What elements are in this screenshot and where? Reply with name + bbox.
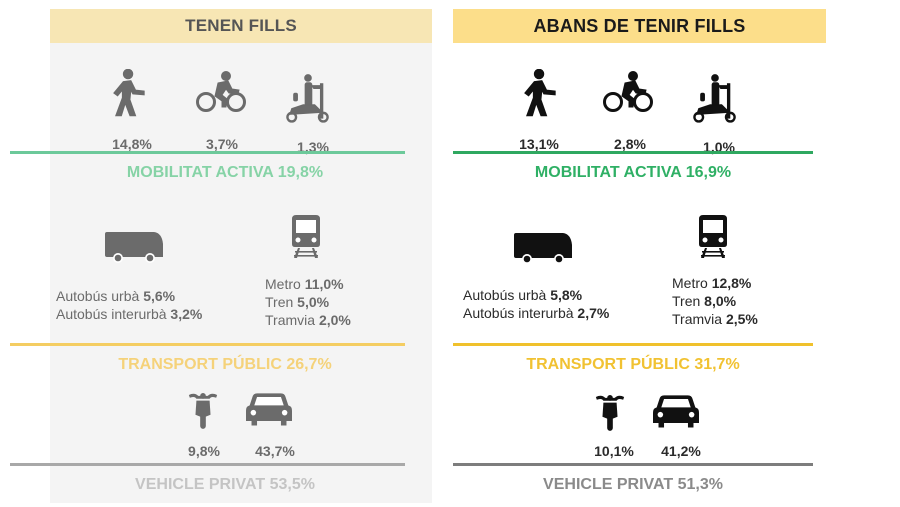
panel-title: ABANS DE TENIR FILLS [453,9,826,43]
public-total: TRANSPORT PÚBLIC 26,7% [118,356,332,373]
scooter-icon [286,73,330,125]
bus-icon [513,231,573,265]
motorcycle-value: 10,1% [594,443,634,459]
bus-list: Autobús urbà 5,6% Autobús interurbà 3,2% [56,288,203,322]
panel-title: TENEN FILLS [50,9,432,43]
private-total: VEHICLE PRIVAT 53,5% [135,476,315,493]
walking-value: 14,8% [112,136,152,152]
panel-before-children: ABANS DE TENIR FILLS 13,1% 2,8% 1,0% MOB… [453,9,826,503]
motorcycle-icon [594,391,626,433]
train-icon [698,214,728,258]
rail-list: Metro 12,8% Tren 8,0% Tramvia 2,5% [672,275,758,327]
public-divider [453,343,813,346]
car-icon [653,392,699,430]
bus-list: Autobús urbà 5,8% Autobús interurbà 2,7% [463,287,610,321]
private-total: VEHICLE PRIVAT 51,3% [543,476,723,493]
walking-value: 13,1% [519,136,559,152]
car-value: 41,2% [661,443,701,459]
bicycle-icon [196,71,246,113]
public-total: TRANSPORT PÚBLIC 31,7% [526,356,740,373]
rail-list: Metro 11,0% Tren 5,0% Tramvia 2,0% [265,276,351,328]
car-icon [246,390,292,428]
public-divider [10,343,405,346]
walking-person-icon [110,69,148,117]
private-divider [453,463,813,466]
train-icon [291,214,321,258]
bicycle-value: 2,8% [614,136,646,152]
panel-with-children: TENEN FILLS 14,8% 3,7% 1,3% MOBILITAT AC… [10,9,432,503]
bus-icon [104,230,164,264]
active-divider [453,151,813,154]
motorcycle-value: 9,8% [188,443,220,459]
active-total: MOBILITAT ACTIVA 19,8% [126,164,324,181]
active-divider [10,151,405,154]
private-divider [10,463,405,466]
scooter-icon [693,73,737,125]
bicycle-icon [603,71,653,113]
motorcycle-icon [187,389,219,431]
active-total: MOBILITAT ACTIVA 16,9% [534,164,732,181]
bicycle-value: 3,7% [206,136,238,152]
walking-person-icon [521,69,559,117]
car-value: 43,7% [255,443,295,459]
